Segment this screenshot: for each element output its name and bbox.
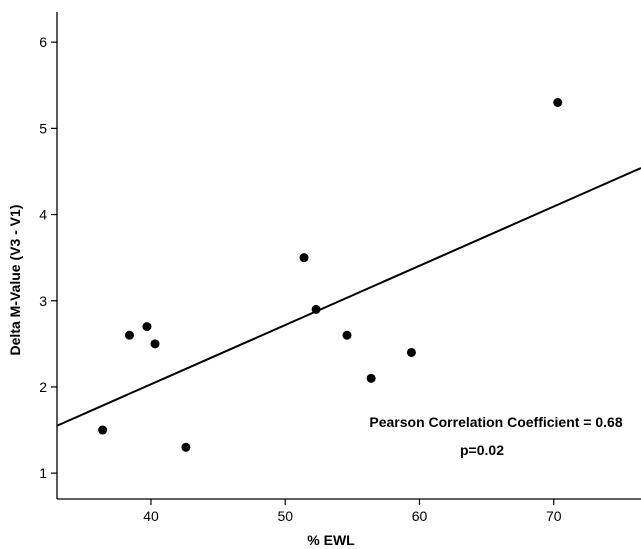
data-point [124, 330, 134, 340]
y-tick-label: 2 [39, 379, 47, 395]
x-tick-label: 50 [277, 508, 293, 524]
data-point [142, 322, 152, 332]
y-axis-title: Delta M-Value (V3 - V1) [7, 205, 23, 356]
y-tick-label: 6 [39, 34, 47, 50]
regression-line [56, 167, 641, 427]
x-tick-label: 40 [143, 508, 159, 524]
data-point [553, 98, 563, 108]
data-points [98, 98, 563, 452]
axes: 1 2 3 4 5 6 40 50 60 70 [39, 12, 641, 524]
y-tick-label: 4 [39, 207, 47, 223]
x-tick-label: 60 [412, 508, 428, 524]
fit-line-group [56, 167, 641, 427]
y-tick-label: 3 [39, 293, 47, 309]
correlation-annotation: Pearson Correlation Coefficient = 0.68 [369, 414, 622, 430]
data-point [150, 339, 160, 349]
p-value-annotation: p=0.02 [460, 442, 504, 458]
data-point [342, 330, 352, 340]
x-axis-title: % EWL [307, 532, 355, 548]
data-point [366, 373, 376, 383]
data-point [98, 425, 108, 435]
data-point [299, 253, 309, 263]
y-tick-label: 1 [39, 465, 47, 481]
x-tick-label: 70 [546, 508, 562, 524]
data-point [406, 347, 416, 357]
y-tick-label: 5 [39, 120, 47, 136]
data-point [181, 442, 191, 452]
data-point [311, 304, 321, 314]
